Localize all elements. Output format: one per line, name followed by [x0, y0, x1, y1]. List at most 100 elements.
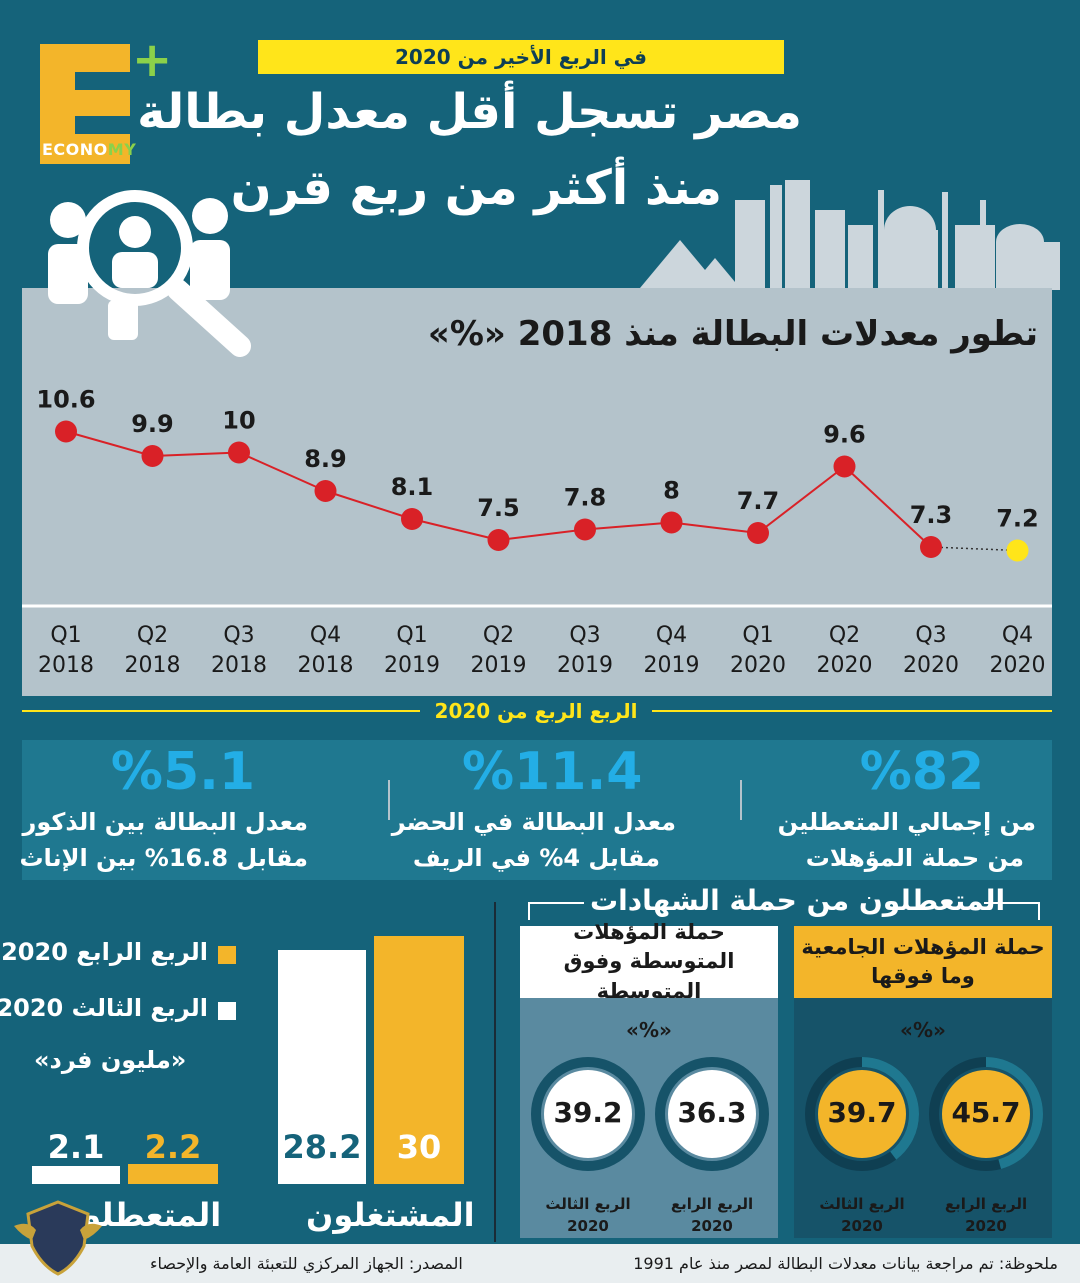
plus-icon: + [132, 32, 173, 88]
card-intermediate-graduates: حملة المؤهلات المتوسطة وفوق المتوسطة «%»… [520, 920, 778, 1258]
x-tick-label-year: 2020 [903, 653, 959, 678]
top-badge: في الربع الأخير من 2020 [258, 40, 784, 74]
x-tick-label-year: 2019 [557, 653, 613, 678]
x-tick-label-year: 2019 [471, 653, 527, 678]
series-line-segment [498, 528, 586, 541]
x-tick-label-year: 2018 [125, 653, 181, 678]
series-line-segment [757, 465, 846, 534]
x-tick-label-quarter: Q2 [483, 623, 514, 648]
donut-university-q4-value: 45.7 [951, 1096, 1021, 1129]
employed-label: المشتغلون [306, 1196, 475, 1234]
data-label: 9.6 [823, 421, 866, 449]
section-vertical-divider [494, 902, 496, 1242]
x-tick-label-year: 2018 [211, 653, 267, 678]
data-label: 7.5 [477, 494, 520, 522]
data-point [228, 441, 250, 464]
page-title-line1: مصر تسجل أقل معدل بطالة [137, 84, 802, 140]
donut-intermediate-q4 [655, 1057, 769, 1171]
data-point [55, 420, 77, 443]
bar-unemployed-q3 [32, 1166, 120, 1184]
data-point [401, 508, 423, 530]
x-tick-label-quarter: Q3 [569, 623, 600, 648]
chart-panel [22, 288, 1052, 696]
card-university-head: حملة المؤهلات الجامعية وما فوقها [794, 926, 1052, 998]
section-label: الربع الربع من 2020 [420, 699, 652, 725]
series-line-segment [843, 465, 932, 548]
unemployment-line-chart: 10.6 Q1 2018 9.9 Q2 2018 10 Q3 2018 8.9 Q4 2018 8.1 Q… [22, 386, 1052, 678]
data-point [487, 529, 510, 551]
card-university-graduates: حملة المؤهلات الجامعية وما فوقها «%» 45.… [794, 926, 1052, 1258]
data-point [314, 480, 337, 502]
legend-swatch-q3 [218, 1002, 236, 1020]
series-line-segment [152, 451, 240, 457]
data-label: 8.1 [391, 473, 434, 501]
x-tick-label-year: 2019 [644, 653, 700, 678]
series-line-segment [930, 546, 1018, 552]
job-search-icon [48, 190, 251, 357]
stats-panel [22, 740, 1052, 880]
data-label: 7.2 [996, 505, 1039, 533]
stat-value-certificate-holders: %82 [859, 742, 985, 802]
economy-logo-mark [40, 44, 130, 164]
page-title-line2: منذ أكثر من ربع قرن [230, 160, 722, 216]
series-line-segment [238, 451, 326, 492]
stat-separator [740, 780, 742, 820]
stat-line1-male: معدل البطالة بين الذكور [22, 808, 308, 836]
bracket-left [528, 902, 584, 904]
bar-employed-q3-value: 28.2 [282, 1128, 362, 1166]
stat-line2-male: مقابل 16.8% بين الإناث [19, 844, 308, 872]
legend-label-q3: الربع الثالث 2020 [0, 994, 208, 1022]
x-tick-label-quarter: Q2 [137, 623, 168, 648]
data-point [141, 445, 164, 467]
x-tick-label-quarter: Q3 [223, 623, 254, 648]
cairo-skyline-illustration [640, 180, 1060, 290]
bar-unemployed-q3-value: 2.1 [47, 1128, 105, 1166]
x-tick-label-year: 2020 [817, 653, 873, 678]
donut-university-q4-caption: الربع الرابع 2020 [944, 1195, 1028, 1235]
x-tick-label-year: 2018 [298, 653, 354, 678]
x-tick-label-quarter: Q4 [656, 623, 687, 648]
data-point [920, 536, 942, 558]
series-line-segment [584, 521, 672, 531]
watermark-logo [14, 1200, 102, 1276]
chart-title: تطور معدلات البطالة منذ 2018 «%» [427, 314, 1038, 354]
x-tick-label-year: 2020 [730, 653, 786, 678]
bar-unemployed-q4-value: 2.2 [144, 1128, 202, 1166]
data-label: 8.9 [304, 445, 347, 473]
card-intermediate-unit: «%» [626, 1018, 672, 1042]
footer: المصدر: الجهاز المركزي للتعبئة العامة وا… [0, 1244, 1080, 1283]
donut-university-q3 [805, 1057, 919, 1171]
card-intermediate-head: حملة المؤهلات المتوسطة وفوق المتوسطة [520, 920, 778, 1003]
bracket-right-tick [1038, 902, 1040, 920]
footer-source: المصدر: الجهاز المركزي للتعبئة العامة وا… [150, 1254, 463, 1273]
data-point [1006, 539, 1029, 562]
bars-unit: «مليون فرد» [34, 1046, 187, 1074]
x-tick-label-quarter: Q1 [742, 623, 773, 648]
data-label: 8 [663, 477, 680, 505]
donut-university-q3-caption: الربع الثالث 2020 [819, 1195, 905, 1235]
data-label: 9.9 [131, 410, 174, 438]
x-tick-label-quarter: Q1 [50, 623, 81, 648]
economy-logo-word: ECONOMY [42, 140, 137, 159]
bracket-right [984, 902, 1040, 904]
stat-line1-urban: معدل البطالة في الحضر [391, 808, 676, 836]
data-point [660, 511, 683, 534]
data-label: 7.8 [564, 484, 607, 512]
x-tick-label-year: 2018 [38, 653, 94, 678]
series-line-segment [65, 430, 153, 457]
certificates-title: المتعطلون من حملة الشهادات [590, 884, 1006, 917]
stat-line1-certificate-holders: من إجمالي المتعطلين [777, 808, 1036, 836]
data-point [574, 518, 596, 541]
card-intermediate-body: «%» 36.3 الربع الرابع 2020 39.2 الربع الث… [520, 998, 778, 1238]
bar-employed-q4-value: 30 [396, 1128, 442, 1166]
stat-separator [388, 780, 390, 820]
bracket-left-tick [528, 902, 530, 920]
x-tick-label-quarter: Q4 [310, 623, 341, 648]
donut-intermediate-q3-value: 39.2 [553, 1096, 623, 1129]
legend-label-q4: الربع الرابع 2020 [1, 938, 208, 966]
stat-line2-urban: مقابل 4% في الريف [412, 844, 660, 872]
bar-unemployed-q4 [128, 1164, 218, 1184]
stat-value-male: %5.1 [110, 742, 256, 802]
data-label: 10 [222, 407, 255, 435]
data-label: 7.3 [910, 501, 953, 529]
